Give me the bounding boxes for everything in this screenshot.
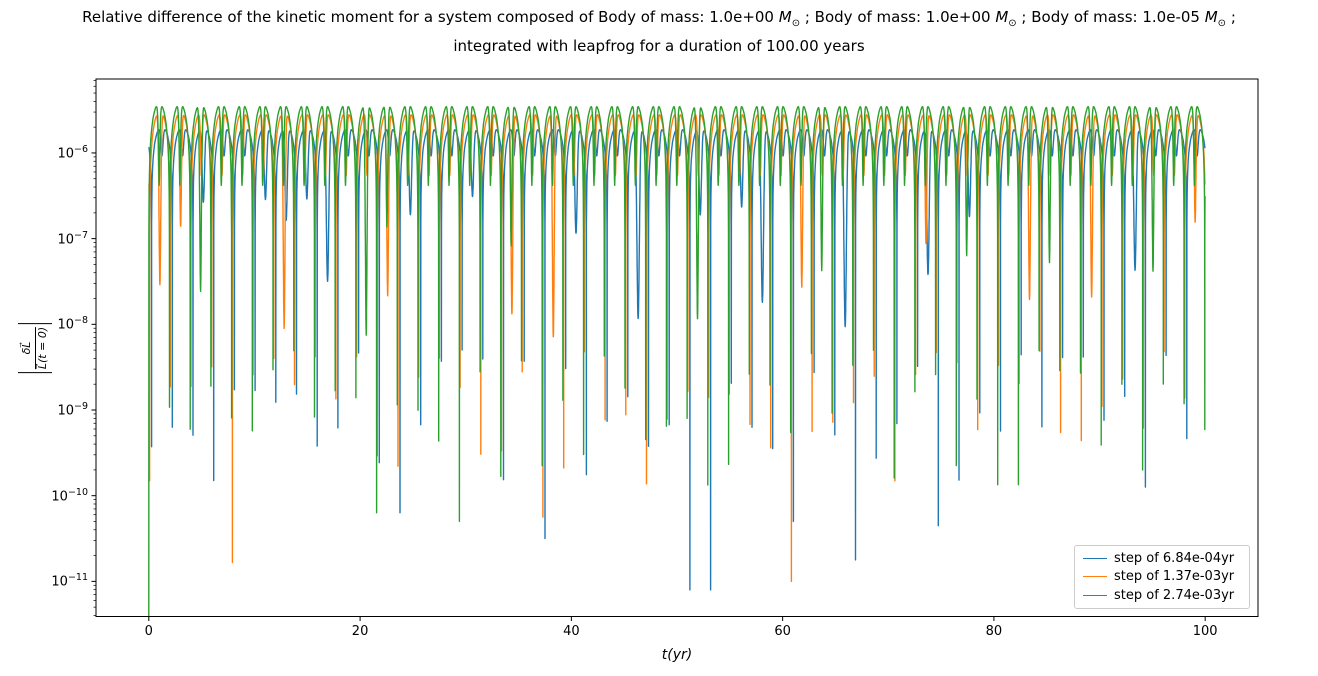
x-tick-label: 80 — [985, 623, 1003, 639]
legend-label: step of 6.84e-04yr — [1114, 550, 1235, 566]
y-tick-label: 10−10 — [51, 486, 88, 504]
x-tick-label: 20 — [351, 623, 369, 639]
y-tick-label: 10−6 — [57, 143, 88, 162]
x-tick-label: 60 — [774, 623, 791, 639]
legend-line-green-icon — [1083, 595, 1107, 597]
ylabel-numerator: δL⃗ — [19, 341, 33, 355]
y-tick-label: 10−7 — [57, 229, 88, 247]
legend-item: step of 1.37e-03yr — [1083, 568, 1241, 586]
series-line-2 — [148, 106, 1206, 617]
y-tick-label: 10−11 — [51, 572, 88, 590]
axes-spines — [95, 78, 1259, 617]
legend-line-blue-icon — [1083, 557, 1107, 559]
legend-label: step of 1.37e-03yr — [1114, 569, 1235, 585]
x-tick-label: 0 — [144, 623, 153, 639]
legend-line-orange-icon — [1083, 576, 1107, 578]
legend: step of 6.84e-04yr step of 1.37e-03yr st… — [1074, 545, 1250, 609]
ylabel-denominator: L⃗(t = 0) — [35, 326, 49, 370]
legend-item: step of 6.84e-04yr — [1083, 549, 1241, 567]
legend-item: step of 2.74e-03yr — [1083, 587, 1241, 605]
y-tick-label: 10−9 — [57, 400, 88, 419]
series-line-0 — [148, 129, 1206, 591]
x-tick-label: 100 — [1192, 623, 1218, 639]
abs-bar-left-icon — [18, 372, 52, 374]
ylabel-fraction: δL⃗ L⃗(t = 0) — [19, 326, 49, 370]
x-tick-label: 40 — [563, 623, 580, 639]
y-tick-label: 10−8 — [57, 315, 88, 333]
legend-label: step of 2.74e-03yr — [1114, 588, 1235, 604]
chart-title: Relative difference of the kinetic momen… — [82, 8, 1236, 55]
x-axis-label: t(yr) — [661, 647, 693, 663]
